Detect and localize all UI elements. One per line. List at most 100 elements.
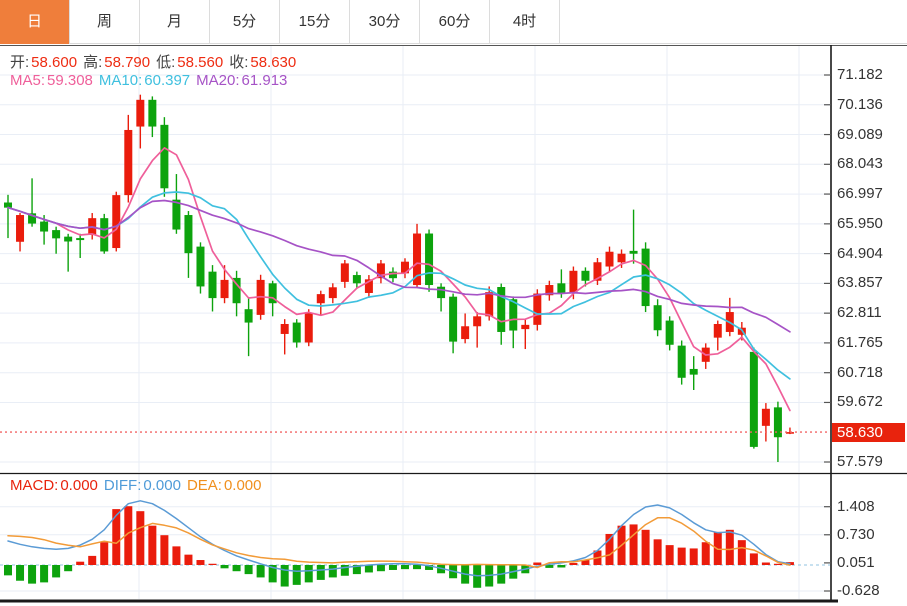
legend-label: 开:	[10, 54, 30, 71]
legend-label: DIFF:	[103, 477, 142, 494]
macd-hist-bar	[400, 565, 409, 570]
diff-line	[7, 500, 791, 577]
legend-label: MA10:	[98, 72, 143, 89]
candle-body-up	[328, 287, 337, 299]
macd-hist-bar	[40, 565, 49, 583]
macd-hist-bar	[545, 565, 554, 568]
price-axis-label: 69.089	[837, 125, 883, 143]
candle-body-down	[208, 271, 217, 299]
macd-hist-bar	[701, 542, 710, 565]
macd-hist-bar	[88, 555, 97, 565]
interval-tabs: 日周月 5分 15分 30分 60分 4时	[0, 0, 907, 44]
macd-axis-label: -0.628	[837, 581, 880, 599]
price-axis-label: 64.904	[837, 244, 883, 262]
tab-interval-7[interactable]: 4时	[490, 0, 560, 43]
price-axis-label: 62.811	[837, 304, 882, 322]
dea-line	[7, 517, 791, 569]
ma5-line	[7, 147, 791, 412]
tab-interval-0[interactable]: 日	[0, 0, 70, 44]
macd-hist-bar	[208, 563, 217, 565]
candle-body-down	[581, 270, 590, 281]
candle-body-down	[509, 299, 518, 331]
macd-hist-bar	[304, 565, 313, 583]
macd-hist-bar	[653, 539, 662, 565]
candle-body-down	[437, 286, 446, 299]
tab-interval-4[interactable]: 15分	[280, 0, 350, 43]
candle-body-down	[665, 320, 674, 345]
candle-body-down	[172, 199, 181, 230]
legend-label: MA5:	[10, 72, 46, 89]
tab-interval-5[interactable]: 30分	[350, 0, 420, 43]
candle-body-down	[677, 345, 686, 378]
candle-body-up	[280, 323, 289, 334]
macd-hist-bar	[557, 565, 566, 568]
candle-body-down	[64, 236, 73, 242]
macd-hist-bar	[605, 533, 614, 565]
candle-body-down	[184, 215, 193, 254]
candle-body-down	[773, 407, 782, 438]
price-axis-label: 57.579	[837, 453, 883, 470]
candle-body-down	[76, 238, 85, 241]
macd-hist-bar	[220, 565, 229, 569]
macd-hist-bar	[28, 565, 37, 584]
candle-body-up	[136, 99, 145, 127]
macd-hist-bar	[364, 565, 373, 573]
legend-value: 58.630	[250, 54, 297, 71]
macd-hist-bar	[160, 535, 169, 565]
ma-info-row: MA5: 59.308 MA10: 60.397 MA20: 61.913	[10, 72, 293, 89]
candle-body-up	[545, 285, 554, 296]
candle-body-up	[569, 270, 578, 294]
candle-body-up	[617, 253, 626, 263]
macd-hist-bar	[172, 546, 181, 565]
candle-body-up	[533, 293, 542, 325]
candle-body-up	[124, 129, 133, 196]
price-axis-label: 59.672	[837, 393, 883, 411]
macd-hist-bar	[677, 547, 686, 565]
candle-body-up	[785, 432, 794, 434]
candle-body-up	[605, 251, 614, 267]
candle-body-up	[713, 323, 722, 338]
macd-hist-bar	[4, 565, 12, 576]
macd-hist-bar	[581, 560, 590, 565]
macd-hist-bar	[340, 565, 349, 576]
candle-body-up	[220, 279, 229, 299]
candle-body-up	[521, 324, 530, 330]
candle-body-up	[364, 279, 373, 293]
candle-body-down	[653, 305, 662, 331]
macd-hist-bar	[737, 540, 746, 565]
ma20-line	[7, 199, 791, 333]
tab-interval-3[interactable]: 5分	[210, 0, 280, 43]
macd-hist-bar	[148, 525, 157, 565]
candle-body-down	[52, 230, 61, 239]
ohlc-info-row: 开: 58.600 高: 58.790 低: 58.560 收: 58.630	[10, 51, 302, 72]
legend-label: DEA:	[186, 477, 222, 494]
legend-value: 58.790	[104, 54, 151, 71]
candle-body-down	[292, 322, 301, 343]
macd-legend-row: MACD: 0.000 DIFF: 0.000 DEA: 0.000	[10, 477, 268, 494]
macd-hist-bar	[100, 542, 109, 565]
macd-hist-bar	[184, 554, 193, 565]
macd-hist-bar	[292, 565, 301, 585]
macd-hist-bar	[352, 565, 361, 575]
candle-body-down	[40, 221, 49, 232]
candle-body-down	[388, 271, 397, 279]
macd-hist-bar	[641, 529, 650, 565]
legend-label: 高:	[83, 54, 103, 71]
macd-hist-bar	[388, 565, 397, 570]
candle-body-down	[557, 283, 566, 294]
tab-interval-6[interactable]: 60分	[420, 0, 490, 43]
macd-hist-bar	[232, 565, 241, 572]
legend-label: MACD:	[10, 477, 59, 494]
price-axis-label: 70.136	[837, 95, 883, 113]
legend-value: 58.560	[177, 54, 224, 71]
price-axis-label: 63.857	[837, 274, 883, 292]
candle-body-down	[268, 283, 277, 304]
macd-hist-bar	[316, 565, 325, 580]
tab-interval-1[interactable]: 周	[70, 0, 140, 43]
price-axis-label: 71.182	[837, 66, 883, 83]
tab-interval-2[interactable]: 月	[140, 0, 210, 43]
legend-value: 0.000	[223, 477, 262, 494]
candle-body-down	[232, 277, 241, 304]
legend-value: 61.913	[241, 72, 288, 89]
